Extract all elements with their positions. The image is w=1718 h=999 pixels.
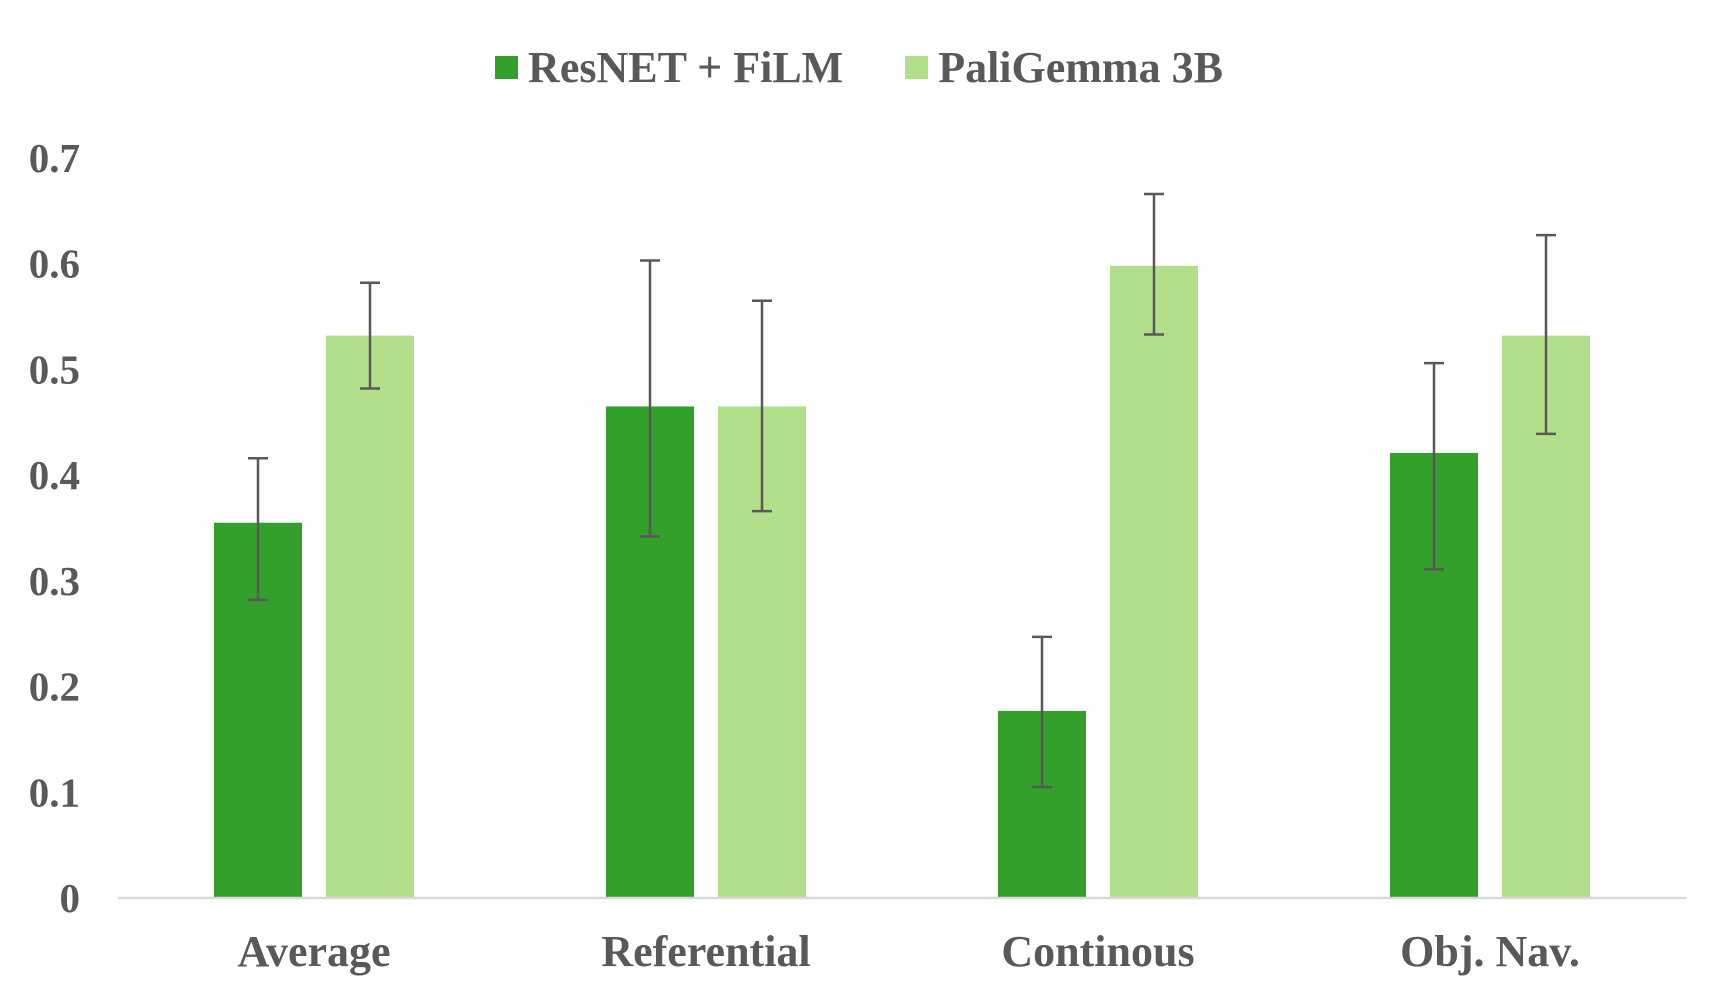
legend-item-resnet-film: ResNET + FiLM: [495, 42, 843, 93]
y-tick-label: 0: [60, 875, 81, 921]
x-tick-label: Continous: [1001, 927, 1194, 976]
legend: ResNET + FiLM PaliGemma 3B: [0, 42, 1718, 93]
legend-swatch-resnet-film: [495, 56, 519, 79]
bar-paligemma-3b-2: [1110, 265, 1198, 898]
y-tick-label: 0.3: [29, 558, 80, 604]
y-axis-ticks: 0 0.1 0.2 0.3 0.4 0.5 0.6 0.7: [29, 135, 80, 921]
y-tick-label: 0.4: [29, 452, 80, 498]
legend-swatch-paligemma-3b: [905, 56, 929, 79]
x-tick-label: Obj. Nav.: [1400, 927, 1580, 976]
y-tick-label: 0.2: [29, 664, 80, 710]
bars: [214, 265, 1590, 899]
y-tick-label: 0.7: [29, 135, 80, 181]
bar-paligemma-3b-0: [326, 335, 414, 899]
x-tick-label: Average: [237, 927, 390, 976]
legend-item-paligemma-3b: PaliGemma 3B: [905, 42, 1223, 93]
x-axis-ticks: Average Referential Continous Obj. Nav.: [237, 927, 1579, 976]
y-tick-label: 0.1: [29, 769, 80, 815]
x-tick-label: Referential: [601, 927, 810, 976]
y-tick-label: 0.6: [29, 241, 80, 287]
y-tick-label: 0.5: [29, 346, 80, 392]
error-bars: [248, 192, 1556, 789]
legend-label-paligemma-3b: PaliGemma 3B: [938, 43, 1223, 92]
legend-label-resnet-film: ResNET + FiLM: [528, 43, 844, 92]
